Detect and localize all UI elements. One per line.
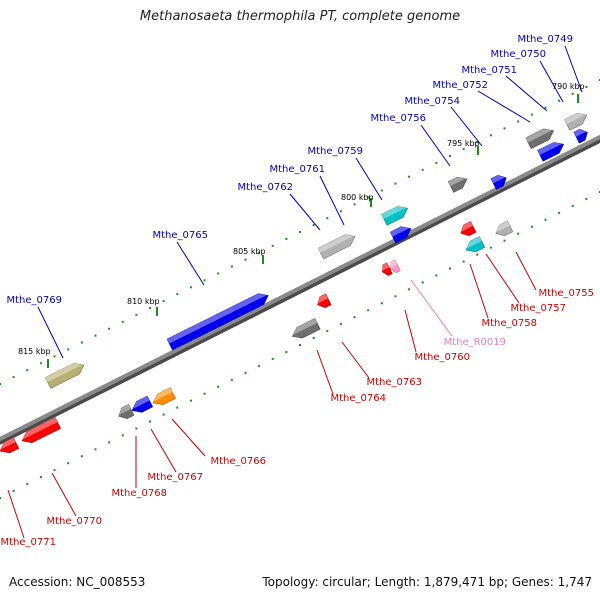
- gene-arrow-mthe_0758[interactable]: [463, 236, 486, 256]
- gene-arrow-mthe_r0019[interactable]: [388, 259, 401, 274]
- gene-leader-line: [564, 45, 583, 93]
- gene-arrow-mthe_0752[interactable]: [525, 125, 556, 150]
- gene-label-mthe_0770[interactable]: Mthe_0770: [47, 516, 103, 527]
- gene-label-mthe_0759[interactable]: Mthe_0759: [308, 146, 364, 157]
- tick-label: 800 kbp: [341, 193, 374, 202]
- gene-leader-line: [176, 241, 205, 286]
- gene-label-mthe_0768[interactable]: Mthe_0768: [112, 488, 168, 499]
- gene-glyphs: [0, 110, 590, 457]
- gene-label-mthe_0764[interactable]: Mthe_0764: [331, 393, 387, 404]
- gene-label-mthe_0756[interactable]: Mthe_0756: [371, 113, 427, 124]
- gene-leader-line: [355, 157, 383, 201]
- gene-label-mthe_0760[interactable]: Mthe_0760: [415, 352, 471, 363]
- gene-label-mthe_0767[interactable]: Mthe_0767: [148, 472, 204, 483]
- gene-leader-line: [341, 341, 370, 379]
- tick-label: 815 kbp: [18, 347, 51, 356]
- gene-label-mthe_0765[interactable]: Mthe_0765: [153, 230, 209, 241]
- gene-arrow-mthe_0766[interactable]: [150, 387, 176, 409]
- gene-arrow-mthe_0767[interactable]: [129, 395, 154, 416]
- gene-leader-line: [477, 90, 531, 123]
- gene-arrow-mthe_0771[interactable]: [0, 437, 20, 457]
- gene-leader-line: [404, 309, 417, 353]
- gene-labels: Mthe_0749 Mthe_0750 Mthe_0751 Mthe_0752 Mthe…: [1, 34, 595, 548]
- tick-label: 810 kbp: [127, 297, 160, 306]
- tick-mark: [262, 255, 264, 264]
- gene-leader-line: [171, 418, 206, 457]
- gene-arrow-mthe_0751[interactable]: [537, 139, 567, 162]
- gene-leader-line: [469, 263, 489, 319]
- tick-mark: [156, 307, 158, 316]
- gene-arrow-mthe_0754[interactable]: [490, 173, 509, 190]
- gene-leader-line: [485, 253, 520, 304]
- gene-label-mthe_0766[interactable]: Mthe_0766: [211, 456, 267, 467]
- gene-label-mthe_0755[interactable]: Mthe_0755: [539, 288, 595, 299]
- gene-leader-line: [515, 251, 537, 291]
- gene-leader-line: [319, 175, 345, 226]
- tick-label: 805 kbp: [233, 247, 266, 256]
- gene-arrow-mthe_0750[interactable]: [573, 127, 590, 144]
- tick-label: 790 kbp: [552, 82, 585, 91]
- gene-arrow-mthe_0761[interactable]: [389, 223, 413, 244]
- gene-arrow-mthe_0762[interactable]: [317, 231, 357, 260]
- gene-leader-line: [316, 349, 334, 395]
- gene-leader-line: [7, 489, 25, 539]
- gene-leader-line: [505, 75, 548, 112]
- gene-label-mthe_0754[interactable]: Mthe_0754: [405, 96, 461, 107]
- gene-leader-line: [539, 60, 564, 103]
- gene-leader-line: [150, 428, 177, 473]
- gene-arrow-mthe_0760[interactable]: [380, 262, 393, 277]
- gene-label-mthe_0749[interactable]: Mthe_0749: [518, 34, 574, 45]
- genome-backbone: [0, 134, 600, 442]
- forward-strand-guide: [0, 79, 600, 385]
- gene-arrow-mthe_0755[interactable]: [493, 220, 514, 239]
- gene-label-mthe_0750[interactable]: Mthe_0750: [491, 49, 547, 60]
- gene-leader-line: [289, 193, 321, 231]
- gene-label-mthe_0752[interactable]: Mthe_0752: [433, 80, 489, 91]
- gene-label-mthe_r0019[interactable]: Mthe_R0019: [444, 337, 506, 348]
- reverse-strand-guide: [0, 191, 600, 499]
- gene-arrow-mthe_0759[interactable]: [381, 203, 411, 226]
- tick-mark: [370, 198, 372, 207]
- gene-leader-line: [410, 279, 453, 337]
- gene-leader-line: [420, 124, 451, 167]
- tick-mark: [577, 94, 579, 103]
- accession-text: Accession: NC_008553: [9, 575, 146, 589]
- gene-arrow-mthe_0769[interactable]: [45, 360, 86, 389]
- gene-leader-line: [51, 472, 77, 517]
- gene-label-mthe_0761[interactable]: Mthe_0761: [270, 164, 326, 175]
- gene-label-mthe_0758[interactable]: Mthe_0758: [482, 318, 538, 329]
- gene-arrow-mthe_0757[interactable]: [458, 221, 477, 239]
- gene-arrow-mthe_0763[interactable]: [315, 293, 332, 310]
- gene-leader-line: [37, 306, 64, 359]
- gene-arrow-mthe_0756[interactable]: [447, 174, 469, 193]
- tick-mark: [477, 146, 479, 155]
- gene-arrow-mthe_0764[interactable]: [290, 317, 321, 341]
- gene-label-mthe_0763[interactable]: Mthe_0763: [367, 377, 423, 388]
- gene-label-mthe_0769[interactable]: Mthe_0769: [7, 295, 63, 306]
- gene-arrow-mthe_0768[interactable]: [116, 404, 135, 422]
- map-title: Methanosaeta thermophila PT, complete ge…: [139, 9, 461, 24]
- tick-mark: [47, 359, 49, 368]
- gene-leader-line: [450, 106, 483, 147]
- gene-arrow-mthe_0770[interactable]: [19, 417, 61, 447]
- gene-arrow-mthe_0749[interactable]: [564, 110, 589, 131]
- gene-arrow-mthe_0765[interactable]: [166, 290, 271, 351]
- gene-label-mthe_0751[interactable]: Mthe_0751: [462, 65, 518, 76]
- topology-text: Topology: circular; Length: 1,879,471 bp…: [262, 575, 592, 589]
- gene-label-mthe_0771[interactable]: Mthe_0771: [1, 537, 57, 548]
- gene-label-mthe_0762[interactable]: Mthe_0762: [238, 182, 294, 193]
- gene-label-mthe_0757[interactable]: Mthe_0757: [511, 303, 567, 314]
- tick-label: 795 kbp: [447, 139, 480, 148]
